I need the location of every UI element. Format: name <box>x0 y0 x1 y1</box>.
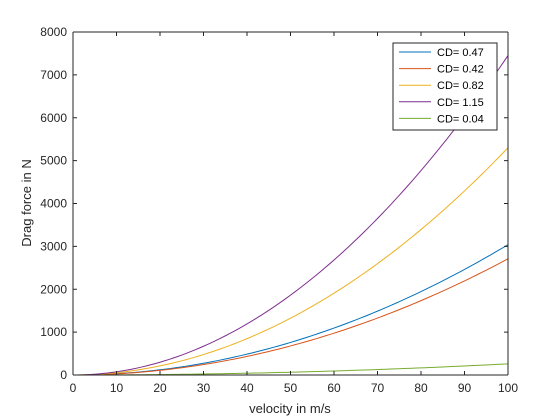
y-tick-label: 6000 <box>40 111 67 125</box>
legend-box <box>392 42 498 131</box>
x-axis-label: velocity in m/s <box>249 401 331 416</box>
y-tick-label: 8000 <box>40 25 67 39</box>
series-line-4 <box>72 55 509 376</box>
legend-entry-label: CD= 0.82 <box>437 80 484 92</box>
x-tick-label: 20 <box>153 381 167 395</box>
legend: CD= 0.47 CD= 0.42 CD= 0.82 CD= 1.15 CD= 0.04 <box>392 42 498 131</box>
y-tick-label: 3000 <box>40 239 67 253</box>
x-tick-label: 10 <box>110 381 124 395</box>
x-tick-label: 80 <box>414 381 428 395</box>
series-line-3 <box>72 147 509 376</box>
x-tick-label: 0 <box>70 381 77 395</box>
y-axis-label: Drag force in N <box>19 159 34 246</box>
legend-entry-label: CD= 0.42 <box>437 64 484 76</box>
y-tick-label: 7000 <box>40 68 67 82</box>
x-tick-label: 60 <box>327 381 341 395</box>
legend-entry-label: CD= 0.47 <box>437 47 484 59</box>
y-tick-label: 2000 <box>40 282 67 296</box>
x-tick-label: 70 <box>371 381 385 395</box>
y-tick-label: 1000 <box>40 325 67 339</box>
x-tick-label: 100 <box>498 381 518 395</box>
legend-entry-label: CD= 1.15 <box>437 97 484 109</box>
y-tick-label: 4000 <box>40 197 67 211</box>
legend-entry-label: CD= 0.04 <box>437 113 484 125</box>
x-tick-label: 90 <box>458 381 472 395</box>
x-tick-label: 30 <box>197 381 211 395</box>
ticks-layer: 0 10 20 30 40 50 60 70 80 90 100010002000300040005… <box>40 25 518 395</box>
series-line-2 <box>72 258 509 376</box>
y-tick-label: 0 <box>60 368 67 382</box>
x-tick-label: 40 <box>240 381 254 395</box>
x-tick-label: 50 <box>284 381 298 395</box>
y-tick-label: 5000 <box>40 154 67 168</box>
